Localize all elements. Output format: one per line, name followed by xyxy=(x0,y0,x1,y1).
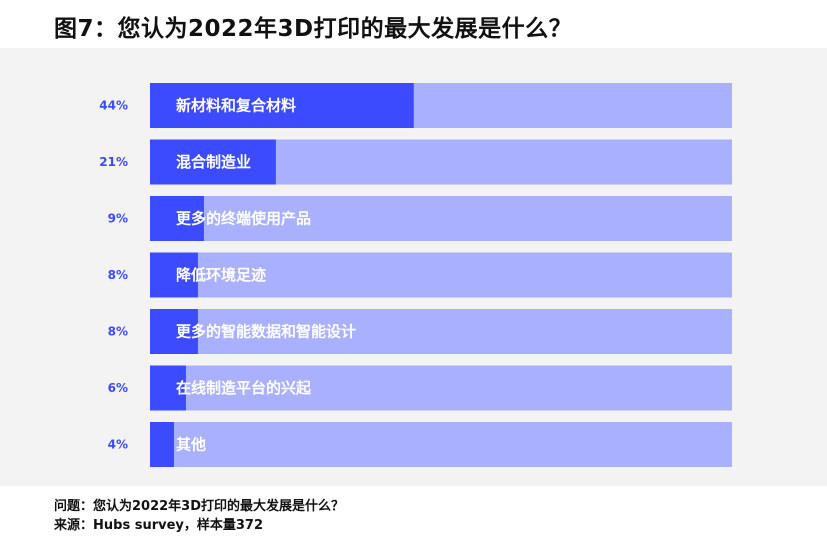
value-label: 21% xyxy=(99,155,128,169)
category-label: 更多的终端使用产品 xyxy=(176,210,311,228)
category-label: 新材料和复合材料 xyxy=(176,97,296,115)
value-label: 6% xyxy=(108,381,128,395)
category-label: 更多的智能数据和智能设计 xyxy=(176,323,356,341)
bar-track xyxy=(150,309,732,354)
bar xyxy=(150,422,174,467)
bar xyxy=(150,139,276,185)
title-band xyxy=(0,0,827,48)
footer-source: 来源：Hubs survey，样本量372 xyxy=(54,518,264,533)
bar-track xyxy=(150,422,732,467)
value-label: 8% xyxy=(108,325,128,339)
value-label: 8% xyxy=(108,268,128,282)
bar xyxy=(150,309,198,354)
category-label: 混合制造业 xyxy=(176,153,251,171)
value-label: 9% xyxy=(108,212,128,226)
bar-track xyxy=(150,252,732,298)
value-label: 44% xyxy=(99,99,128,113)
bar xyxy=(150,83,414,128)
bar-track xyxy=(150,365,732,411)
bar xyxy=(150,196,204,241)
category-label: 在线制造平台的兴起 xyxy=(176,379,312,397)
category-label: 其他 xyxy=(176,436,206,454)
category-label: 降低环境足迹 xyxy=(176,266,266,284)
footer-question: 问题：您认为2022年3D打印的最大发展是什么？ xyxy=(54,499,345,514)
bar xyxy=(150,365,186,411)
bar-track xyxy=(150,196,732,241)
value-label: 4% xyxy=(108,438,128,452)
chart-title: 图7：您认为2022年3D打印的最大发展是什么？ xyxy=(54,16,573,42)
bar xyxy=(150,252,198,298)
